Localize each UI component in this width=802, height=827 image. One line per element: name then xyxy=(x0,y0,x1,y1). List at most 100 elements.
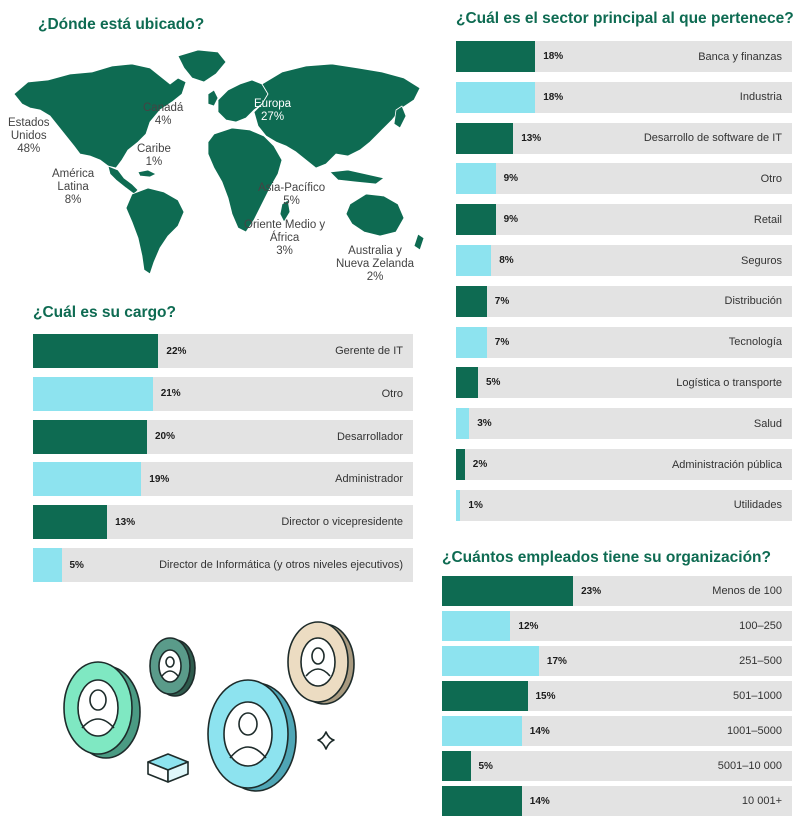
world-map xyxy=(13,49,425,275)
sector-bar-chart: 18% Banca y finanzas 18% Industria 13% Desarr… xyxy=(456,41,792,523)
bar xyxy=(456,204,496,236)
bar-row: 5% Logística o transporte xyxy=(456,367,792,399)
bar-value-label: 7% xyxy=(494,336,510,348)
bar xyxy=(456,408,470,440)
bar xyxy=(442,646,539,676)
region-caribbean: Caribe 1% xyxy=(137,143,171,168)
bar-value-label: 7% xyxy=(494,295,510,307)
bar-row: 18% Industria xyxy=(456,81,792,113)
asia-shape xyxy=(253,63,421,169)
region-usa: Estados Unidos 48% xyxy=(8,117,50,155)
japan-shape xyxy=(393,105,407,129)
bar xyxy=(456,41,536,72)
new-zealand-shape xyxy=(413,233,425,251)
bar-value-label: 13% xyxy=(521,132,542,144)
africa-shape xyxy=(207,127,283,233)
bar-category-label: Utilidades xyxy=(733,499,782,512)
role-bar-chart: 22% Gerente de IT 21% Otro 20% Desarrollador 1… xyxy=(33,334,413,584)
bar xyxy=(33,505,108,540)
bar-category-label: Director de Informática (y otros niveles… xyxy=(159,559,403,571)
bar xyxy=(456,489,461,521)
region-europe: Europa 27% xyxy=(254,98,292,123)
bar-category-label: Retail xyxy=(753,213,782,226)
bar-row: 17% 251–500 xyxy=(442,646,792,676)
bar-row: 22% Gerente de IT xyxy=(33,334,413,368)
bar-row: 1% Utilidades xyxy=(456,489,792,521)
bar-category-label: Desarrollo de software de IT xyxy=(643,132,782,145)
bar xyxy=(456,285,487,317)
bar-row: 5% 5001–10 000 xyxy=(442,751,792,781)
sector-title: ¿Cuál es el sector principal al que pert… xyxy=(456,10,794,27)
bar xyxy=(456,163,496,195)
bar-row: 14% 10 001+ xyxy=(442,786,792,816)
bar-category-label: Desarrollador xyxy=(336,430,403,443)
bar-row: 20% Desarrollador xyxy=(33,419,413,454)
bar-value-label: 18% xyxy=(543,51,564,62)
bar-row: 7% Distribución xyxy=(456,285,792,317)
bar-row: 5% Director de Informática (y otros nivel… xyxy=(33,548,413,582)
bar-value-label: 20% xyxy=(155,431,176,443)
bar xyxy=(456,367,478,399)
bar-value-label: 14% xyxy=(529,725,550,737)
bar-category-label: Otro xyxy=(381,387,403,400)
bar-row: 3% Salud xyxy=(456,408,792,440)
bar-category-label: Industria xyxy=(739,91,782,104)
cube-icon xyxy=(147,753,189,783)
bar-value-label: 19% xyxy=(149,473,170,485)
bar-category-label: Menos de 100 xyxy=(712,585,782,597)
greenland-shape xyxy=(177,49,227,83)
region-mea: Oriente Medio y África 3% xyxy=(244,219,326,257)
bar-category-label: Director o vicepresidente xyxy=(281,516,403,529)
bar xyxy=(442,611,511,641)
bar xyxy=(456,326,487,358)
madagascar-shape xyxy=(279,199,291,223)
bar-category-label: 1001–5000 xyxy=(726,725,782,737)
bar xyxy=(442,751,471,781)
bar-category-label: Banca y finanzas xyxy=(698,50,782,63)
employees-bar-chart: 23% Menos de 100 12% 100–250 17% 251–500 15% 50… xyxy=(442,576,792,816)
bar xyxy=(442,576,574,606)
bar-value-label: 3% xyxy=(477,418,492,430)
bar-row: 7% Tecnología xyxy=(456,326,792,358)
bar-value-label: 18% xyxy=(543,91,564,103)
bar-row: 9% Otro xyxy=(456,163,792,195)
region-canada: Canadá 4% xyxy=(143,102,184,127)
bar-row: 8% Seguros xyxy=(456,245,792,276)
bar-category-label: Seguros xyxy=(741,254,782,267)
bar-row: 15% 501–1000 xyxy=(442,681,792,711)
user-avatar-icon xyxy=(63,661,141,759)
bar-row: 14% 1001–5000 xyxy=(442,716,792,746)
bar-value-label: 9% xyxy=(503,173,519,185)
employees-title: ¿Cuántos empleados tiene su organización… xyxy=(442,549,771,566)
bar-value-label: 1% xyxy=(468,499,483,511)
bar-category-label: Administrador xyxy=(335,473,403,486)
bar-row: 2% Administración pública xyxy=(456,449,792,480)
bar-category-label: Otro xyxy=(760,172,782,185)
region-latam: América Latina 8% xyxy=(52,168,95,206)
bar xyxy=(33,419,147,454)
user-avatar-icon xyxy=(207,679,297,792)
bar-value-label: 2% xyxy=(472,459,488,470)
bar-row: 21% Otro xyxy=(33,376,413,411)
bar-category-label: Salud xyxy=(753,417,782,430)
user-avatar-icon xyxy=(287,621,355,705)
role-title: ¿Cuál es su cargo? xyxy=(33,304,176,321)
location-title: ¿Dónde está ubicado? xyxy=(38,16,205,33)
uk-shape xyxy=(207,89,219,107)
bar-value-label: 15% xyxy=(535,690,556,702)
bar xyxy=(33,334,159,368)
north-america-shape xyxy=(13,63,187,169)
bar-category-label: Gerente de IT xyxy=(335,345,403,357)
region-apac: Asia-Pacífico 5% xyxy=(258,182,326,207)
decorative-illustration xyxy=(63,621,355,792)
bar xyxy=(442,716,522,746)
bar-value-label: 13% xyxy=(115,516,136,528)
bar-value-label: 9% xyxy=(503,214,519,226)
bar-value-label: 22% xyxy=(166,345,187,357)
bar-category-label: 10 001+ xyxy=(741,795,782,807)
south-america-shape xyxy=(125,187,185,275)
bar-value-label: 8% xyxy=(499,255,514,266)
bar-category-label: 5001–10 000 xyxy=(717,760,782,772)
bar-value-label: 21% xyxy=(160,388,181,400)
bar-row: 13% Desarrollo de software de IT xyxy=(456,122,792,154)
